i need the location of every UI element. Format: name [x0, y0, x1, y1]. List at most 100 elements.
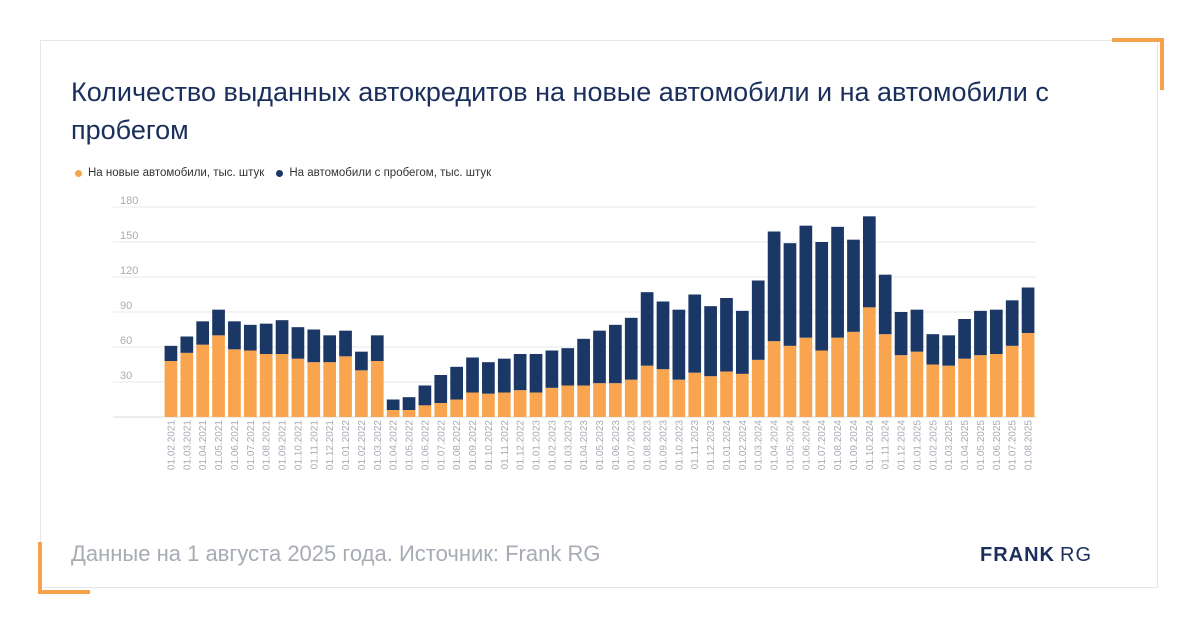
bar-new-01.04.2023	[577, 385, 590, 417]
bar-used-01.08.2023	[640, 292, 654, 366]
y-tick-label: 90	[120, 300, 132, 312]
bar-used-01.02.2021	[164, 345, 178, 361]
bar-used-01.11.2023	[688, 294, 702, 373]
bar-new-01.08.2023	[640, 365, 654, 417]
chart-legend: На новые автомобили, тыс. штук На автомо…	[75, 167, 491, 179]
bar-used-01.03.2025	[942, 335, 956, 366]
x-tick-label: 01.01.2022	[341, 420, 352, 470]
bar-new-01.05.2021	[212, 335, 225, 417]
bar-used-01.11.2024	[878, 274, 892, 335]
bar-new-01.06.2021	[228, 349, 241, 417]
bar-new-01.02.2021	[164, 361, 178, 417]
bar-new-01.03.2023	[561, 385, 575, 417]
x-tick-label: 01.09.2023	[658, 420, 669, 470]
bar-used-01.01.2025	[910, 309, 924, 352]
bar-new-01.09.2023	[656, 369, 670, 417]
x-tick-label: 01.08.2025	[1024, 420, 1035, 470]
bar-new-01.10.2021	[291, 358, 305, 417]
bar-new-01.06.2024	[799, 337, 813, 417]
x-tick-label: 01.10.2023	[674, 420, 685, 470]
bar-used-01.11.2021	[307, 329, 321, 363]
bar-used-01.03.2023	[561, 348, 575, 386]
x-tick-label: 01.07.2024	[817, 420, 828, 470]
bar-new-01.03.2025	[942, 365, 956, 417]
bar-new-01.10.2024	[862, 307, 876, 417]
bar-used-01.06.2022	[418, 385, 432, 406]
bar-new-01.10.2022	[482, 393, 495, 417]
legend-item-used: На автомобили с пробегом, тыс. штук	[276, 167, 491, 179]
bar-new-01.05.2025	[974, 355, 987, 417]
x-tick-label: 01.05.2021	[214, 420, 225, 470]
bar-new-01.04.2021	[196, 344, 210, 417]
x-tick-label: 01.07.2022	[436, 420, 447, 470]
bar-used-01.03.2021	[180, 336, 194, 353]
x-tick-label: 01.02.2021	[166, 420, 177, 470]
bar-new-01.02.2023	[545, 387, 559, 417]
bar-new-01.01.2024	[720, 371, 733, 417]
x-tick-label: 01.06.2025	[992, 420, 1003, 470]
x-tick-label: 01.09.2024	[849, 420, 860, 470]
corner-accent-bottom-left	[38, 542, 90, 594]
x-tick-label: 01.02.2022	[357, 420, 368, 470]
x-tick-label: 01.12.2022	[516, 420, 527, 470]
x-tick-label: 01.11.2023	[690, 420, 701, 470]
legend-dot-new	[75, 169, 82, 177]
footer-source: Данные на 1 августа 2025 года. Источник:…	[71, 541, 601, 566]
legend-item-new: На новые автомобили, тыс. штук	[75, 167, 264, 179]
x-tick-label: 01.03.2025	[944, 420, 955, 470]
bar-new-01.11.2022	[497, 392, 511, 417]
bar-used-01.12.2024	[894, 312, 908, 356]
x-tick-label: 01.07.2025	[1008, 420, 1019, 470]
bar-new-01.06.2025	[989, 354, 1003, 417]
bar-new-01.07.2021	[243, 350, 257, 417]
bar-new-01.05.2022	[402, 410, 416, 417]
bar-used-01.02.2024	[736, 310, 749, 374]
x-tick-label: 01.06.2024	[801, 420, 812, 470]
bar-new-01.12.2021	[323, 362, 337, 417]
bar-new-01.04.2022	[386, 410, 400, 417]
bar-used-01.06.2025	[989, 309, 1003, 354]
bar-used-01.10.2024	[862, 216, 876, 308]
legend-label-used: На автомобили с пробегом, тыс. штук	[289, 167, 492, 179]
bar-used-01.02.2023	[545, 350, 559, 388]
x-tick-label: 01.12.2024	[897, 420, 908, 470]
bar-used-01.05.2023	[593, 330, 606, 384]
y-tick-label: 180	[120, 195, 138, 207]
y-tick-label: 60	[120, 335, 132, 347]
bar-used-01.12.2023	[704, 306, 717, 377]
chart-title: Количество выданных автокредитов на новы…	[71, 77, 1049, 145]
bar-new-01.08.2021	[259, 354, 273, 417]
bar-used-01.07.2021	[243, 324, 257, 351]
bar-new-01.12.2024	[894, 355, 908, 417]
bar-used-01.09.2022	[466, 357, 479, 393]
bar-used-01.11.2022	[497, 358, 511, 393]
bar-used-01.01.2024	[720, 298, 733, 372]
x-tick-label: 01.09.2022	[468, 420, 479, 470]
bar-used-01.07.2022	[434, 375, 448, 403]
legend-label-new: На новые автомобили, тыс. штук	[88, 167, 265, 179]
x-tick-label: 01.04.2022	[389, 420, 400, 470]
x-tick-label: 01.11.2022	[500, 420, 511, 470]
x-tick-label: 01.01.2023	[532, 420, 543, 470]
bar-new-01.06.2023	[609, 383, 622, 417]
x-tick-label: 01.01.2024	[722, 420, 733, 470]
x-tick-label: 01.02.2025	[928, 420, 939, 470]
bar-used-01.06.2021	[228, 321, 241, 350]
y-tick-label: 30	[120, 370, 132, 382]
x-tick-label: 01.08.2022	[452, 420, 463, 470]
x-tick-label: 01.03.2021	[182, 420, 193, 470]
bar-used-01.12.2021	[323, 335, 337, 363]
bar-new-01.02.2022	[355, 370, 368, 417]
bar-new-01.04.2024	[767, 341, 781, 417]
x-tick-label: 01.02.2024	[738, 420, 749, 470]
bar-used-01.04.2021	[196, 321, 210, 345]
x-tick-label: 01.08.2023	[643, 420, 654, 470]
bar-new-01.09.2021	[275, 354, 289, 417]
y-tick-label: 150	[120, 230, 138, 242]
bar-used-01.05.2025	[974, 310, 987, 356]
bar-used-01.10.2021	[291, 327, 305, 359]
bar-used-01.06.2023	[609, 324, 622, 384]
x-tick-label: 01.06.2022	[420, 420, 431, 470]
bar-used-01.09.2023	[656, 301, 670, 370]
bar-used-01.01.2023	[529, 354, 543, 393]
